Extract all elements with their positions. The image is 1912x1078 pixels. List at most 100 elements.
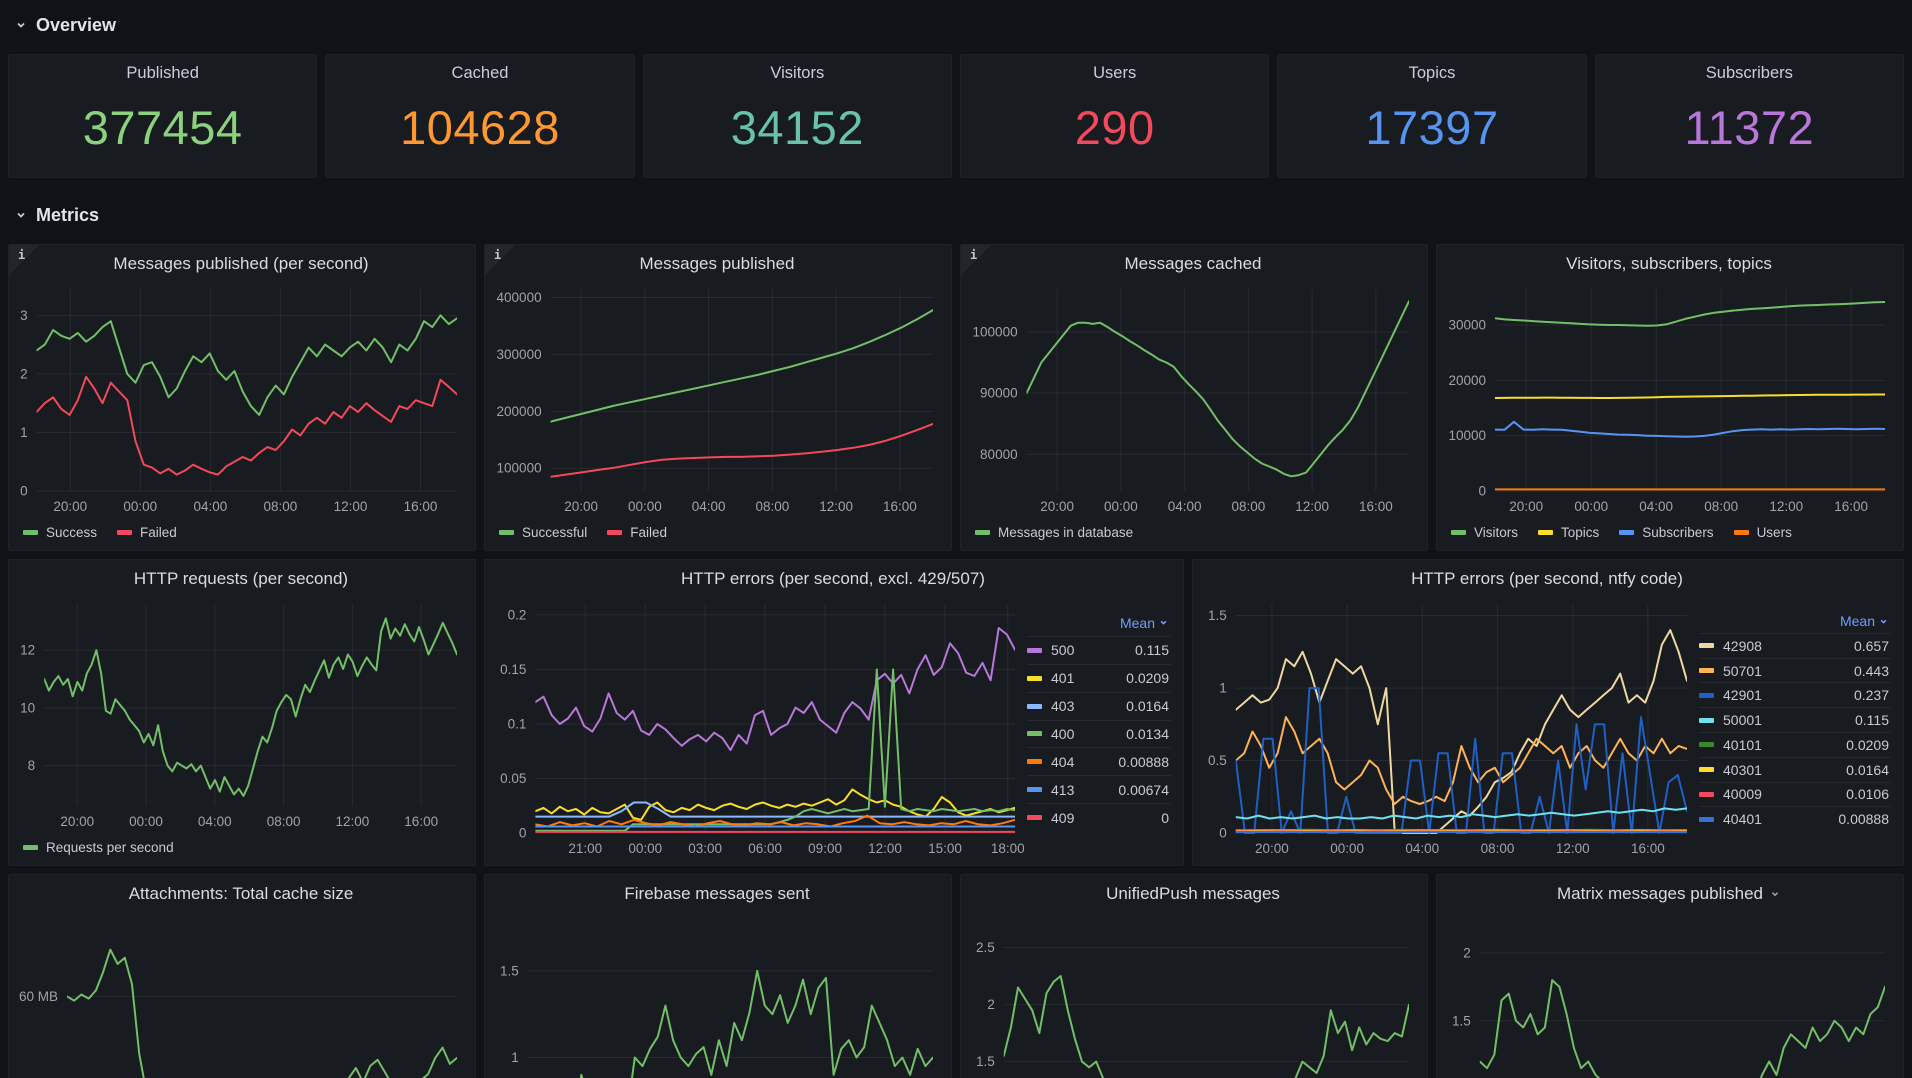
svg-text:06:00: 06:00 — [748, 841, 782, 856]
panel-info-corner[interactable] — [961, 245, 991, 275]
chart-canvas[interactable]: 0.511.5 — [491, 909, 943, 1078]
panel-title[interactable]: Visitors, subscribers, topics — [1566, 254, 1772, 273]
legend-table-row[interactable]: 50701 0.443 — [1699, 657, 1891, 683]
stat-panel-topics: Topics 17397 — [1277, 54, 1587, 178]
legend-mean-value: 0.0209 — [1126, 670, 1169, 687]
legend-item[interactable]: Successful — [499, 525, 587, 540]
chevron-down-icon — [17, 22, 25, 28]
legend-mean-value: 0.00888 — [1118, 753, 1169, 770]
legend-table-row[interactable]: 400 0.0134 — [1027, 719, 1171, 748]
legend-item[interactable]: Success — [23, 525, 97, 540]
chart-canvas[interactable]: 20:00 00:00 04:00 08:00 12:00 16:00 0 10000 2000… — [1443, 279, 1895, 519]
svg-text:0.5: 0.5 — [1208, 753, 1227, 768]
legend-sort-mean[interactable]: Mean — [1699, 610, 1891, 633]
metrics-section-header[interactable]: Metrics — [14, 200, 1904, 230]
legend-label: Subscribers — [1642, 525, 1714, 540]
stat-title: Visitors — [770, 64, 825, 82]
chart-legend: Success Failed — [15, 519, 467, 546]
legend-item[interactable]: Failed — [607, 525, 667, 540]
panel-title[interactable]: Attachments: Total cache size — [128, 884, 354, 903]
chart-canvas[interactable]: 11.522.5 — [967, 909, 1419, 1078]
legend-swatch — [1733, 530, 1749, 535]
svg-text:12:00: 12:00 — [819, 499, 853, 514]
legend-table-row[interactable]: 40009 0.0106 — [1699, 781, 1891, 807]
legend-mean-value: 0.00674 — [1118, 781, 1169, 798]
legend-label: 40101 — [1723, 736, 1762, 753]
svg-text:1.5: 1.5 — [976, 1054, 995, 1069]
legend-swatch — [1699, 643, 1714, 649]
chart-canvas[interactable]: 20:00 00:00 04:00 08:00 12:00 16:00 0 1 2 3 — [15, 279, 467, 519]
legend-table-row[interactable]: 500 0.115 — [1027, 635, 1171, 664]
legend-item[interactable]: Requests per second — [23, 840, 174, 855]
legend-swatch — [1027, 787, 1042, 793]
panel-title[interactable]: HTTP errors (per second, ntfy code) — [1411, 569, 1683, 588]
legend-table-row[interactable]: 40101 0.0209 — [1699, 731, 1891, 757]
legend-table-row[interactable]: 404 0.00888 — [1027, 747, 1171, 775]
chart-legend: Visitors Topics Subscribers Users — [1443, 519, 1895, 546]
legend-item[interactable]: Visitors — [1451, 525, 1518, 540]
legend-swatch — [1027, 759, 1042, 765]
legend-swatch — [1699, 767, 1714, 773]
metrics-row-1: i Messages published (per second) 20:00 0… — [8, 244, 1904, 551]
legend-table-row[interactable]: 42908 0.657 — [1699, 632, 1891, 658]
panel-title[interactable]: Firebase messages sent — [624, 884, 810, 903]
chart-canvas[interactable]: 20:00 00:00 04:00 08:00 12:00 16:00 0 0.5 1 1.5 — [1199, 594, 1697, 861]
svg-text:10000: 10000 — [1448, 428, 1486, 443]
legend-table-row[interactable]: 409 0 — [1027, 803, 1171, 831]
legend-mean-value: 0.443 — [1853, 662, 1889, 679]
chart-canvas[interactable]: 20:00 00:00 04:00 08:00 12:00 16:00 100000 2000… — [491, 279, 943, 519]
legend-item[interactable]: Subscribers — [1619, 525, 1714, 540]
legend-table-row[interactable]: 42901 0.237 — [1699, 682, 1891, 707]
chart-canvas[interactable]: 55 MB60 MB — [15, 909, 467, 1078]
stat-title: Published — [126, 64, 199, 82]
chart-canvas[interactable]: 0.511.52 — [1443, 909, 1895, 1078]
info-icon[interactable]: i — [494, 248, 502, 262]
legend-table-row[interactable]: 401 0.0209 — [1027, 663, 1171, 692]
svg-text:1.5: 1.5 — [1208, 608, 1227, 623]
svg-text:16:00: 16:00 — [1834, 499, 1868, 514]
legend-table-row[interactable]: 40301 0.0164 — [1699, 756, 1891, 782]
legend-swatch — [1699, 742, 1714, 748]
info-icon[interactable]: i — [970, 248, 978, 262]
panel-title[interactable]: Messages cached — [1124, 254, 1262, 273]
legend-table-row[interactable]: 403 0.0164 — [1027, 691, 1171, 720]
legend-label: Failed — [630, 525, 668, 540]
legend-item[interactable]: Failed — [117, 525, 177, 540]
svg-text:20:00: 20:00 — [1509, 499, 1543, 514]
stat-panel-cached: Cached 104628 — [325, 54, 635, 178]
legend-table-row[interactable]: 413 0.00674 — [1027, 775, 1171, 803]
legend-table-row[interactable]: 40401 0.00888 — [1699, 806, 1891, 831]
panel-matrix-messages: Matrix messages published 0.511.52 — [1436, 874, 1904, 1078]
panel-info-corner[interactable] — [485, 245, 515, 275]
legend-item[interactable]: Messages in database — [975, 525, 1133, 540]
svg-text:04:00: 04:00 — [1405, 841, 1439, 856]
legend-label: 50001 — [1723, 712, 1762, 729]
svg-text:16:00: 16:00 — [404, 814, 438, 829]
panel-title[interactable]: HTTP errors (per second, excl. 429/507) — [681, 569, 985, 588]
legend-label: 400 — [1051, 725, 1075, 742]
overview-section-header[interactable]: Overview — [14, 10, 1904, 40]
panel-title[interactable]: Messages published — [639, 254, 795, 273]
chart-canvas[interactable]: 20:00 00:00 04:00 08:00 12:00 16:00 80000 90000… — [967, 279, 1419, 519]
stat-panel-published: Published 377454 — [8, 54, 318, 178]
panel-title[interactable]: HTTP requests (per second) — [133, 569, 349, 588]
panel-title[interactable]: UnifiedPush messages — [1106, 884, 1280, 903]
panel-menu-chevron-icon[interactable] — [1769, 888, 1781, 900]
legend-sort-mean[interactable]: Mean — [1027, 610, 1171, 636]
svg-text:12:00: 12:00 — [334, 499, 368, 514]
legend-label: Messages in database — [998, 525, 1134, 540]
panel-title[interactable]: Matrix messages published — [1443, 879, 1895, 909]
legend-item[interactable]: Users — [1733, 525, 1792, 540]
panel-info-corner[interactable] — [9, 245, 39, 275]
legend-table-row[interactable]: 50001 0.115 — [1699, 707, 1891, 732]
legend-swatch — [23, 530, 38, 535]
chart-canvas[interactable]: 21:00 00:00 03:00 06:00 09:00 12:00 15:00 18:00… — [491, 594, 1025, 861]
svg-text:0.05: 0.05 — [500, 771, 526, 786]
panel-title[interactable]: Messages published (per second) — [113, 254, 369, 273]
svg-text:3: 3 — [20, 308, 28, 323]
chart-canvas[interactable]: 20:00 00:00 04:00 08:00 12:00 16:00 8 10 12 — [15, 594, 467, 834]
legend-item[interactable]: Topics — [1538, 525, 1599, 540]
info-icon[interactable]: i — [18, 248, 26, 262]
legend-mean-value: 0.0134 — [1126, 725, 1169, 742]
